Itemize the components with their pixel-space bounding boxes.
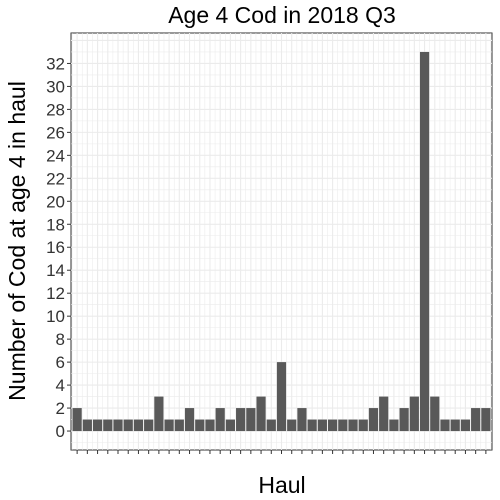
y-tick-label: 6 [56, 353, 65, 372]
bar [450, 419, 460, 432]
bar [409, 396, 419, 432]
bar [246, 408, 256, 432]
bar [348, 419, 358, 432]
bar [399, 408, 409, 432]
y-tick-label: 28 [46, 100, 65, 119]
y-axis-title: Number of Cod at age 4 in haul [4, 81, 30, 401]
y-tick-label: 8 [56, 330, 65, 349]
y-tick-label: 32 [46, 54, 65, 73]
bar [154, 396, 164, 432]
y-tick-label: 16 [46, 238, 65, 257]
bar [327, 419, 338, 432]
bar [184, 408, 195, 432]
bar [338, 419, 348, 432]
y-tick-label: 18 [46, 215, 65, 234]
bar [379, 396, 389, 432]
y-tick-label: 22 [46, 169, 65, 188]
bar [471, 408, 481, 432]
bar [123, 419, 133, 432]
bars [72, 51, 491, 432]
y-tick-label: 30 [46, 77, 65, 96]
bar [317, 419, 327, 432]
bar [481, 408, 491, 432]
bar [256, 396, 266, 432]
bar [103, 419, 113, 432]
bar [236, 408, 246, 432]
bar [205, 419, 215, 432]
bar [307, 419, 317, 432]
bar [215, 408, 225, 432]
bar [460, 419, 471, 432]
y-tick-label: 14 [46, 261, 65, 280]
y-tick-label: 2 [56, 399, 65, 418]
bar [389, 419, 399, 432]
chart-title: Age 4 Cod in 2018 Q3 [168, 2, 396, 28]
bar [297, 408, 307, 432]
bar [368, 408, 379, 432]
bar [358, 419, 368, 432]
y-tick-label: 12 [46, 284, 65, 303]
bar [430, 396, 440, 432]
bar [82, 419, 92, 432]
bar [225, 419, 236, 432]
y-tick-label: 20 [46, 192, 65, 211]
bar [174, 419, 184, 432]
bar [92, 419, 103, 432]
bar [195, 419, 205, 432]
bar [133, 419, 144, 432]
bar [164, 419, 174, 432]
bar [266, 419, 276, 432]
bar [144, 419, 154, 432]
y-tick-label: 26 [46, 123, 65, 142]
bar [419, 51, 430, 432]
x-axis [76, 450, 487, 454]
bar [287, 419, 297, 432]
bar [440, 419, 450, 432]
bar [72, 408, 82, 432]
y-tick-label: 0 [56, 422, 65, 441]
y-tick-label: 24 [46, 146, 65, 165]
x-axis-title: Haul [258, 472, 305, 498]
y-tick-label: 10 [46, 307, 65, 326]
bar [276, 362, 287, 432]
bar [113, 419, 123, 432]
y-tick-label: 4 [56, 376, 65, 395]
